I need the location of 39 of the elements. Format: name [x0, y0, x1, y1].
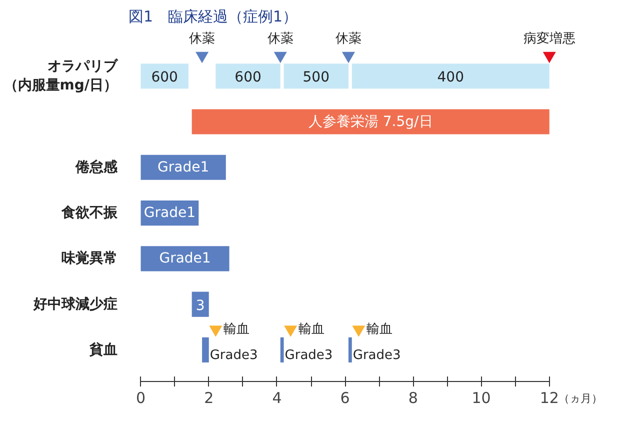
- data-label: 病変増悪: [523, 30, 576, 47]
- annotation: Grade1: [144, 205, 196, 222]
- y-tick-label: 倦怠感: [74, 158, 118, 176]
- y-tick-label: 味覚異常: [62, 250, 118, 267]
- y-tick-label: 好中球減少症: [32, 295, 118, 312]
- x-tick-label: 10: [472, 388, 491, 407]
- y-tick-label: 食欲不振: [60, 205, 118, 222]
- annotation: 500: [302, 70, 330, 86]
- y-tick-label: 貧血: [88, 342, 118, 358]
- x-tick-label: 8: [408, 388, 418, 407]
- x-axis-title: （ヵ月）: [558, 392, 602, 405]
- bar: [202, 337, 209, 362]
- annotation: 3: [196, 298, 205, 314]
- data-label: 輸血: [224, 322, 250, 337]
- data-label: 休薬: [189, 32, 216, 47]
- x-tick-label: 2: [204, 388, 214, 407]
- x-tick-label: 4: [272, 388, 282, 407]
- annotation: Grade1: [158, 159, 210, 176]
- annotation: Grade3: [210, 348, 258, 363]
- annotation: Grade1: [159, 250, 211, 267]
- annotation: 人参養栄湯 7.5g/日: [308, 114, 433, 130]
- data-label: 輸血: [298, 322, 325, 337]
- y-tick-label: オラパリブ（内服量mg/日）: [4, 58, 118, 94]
- bar: [140, 246, 230, 272]
- data-label: 休薬: [335, 32, 362, 47]
- data-label: 輸血: [366, 322, 393, 337]
- chart-title: 図1 臨床経過（症例1）: [128, 8, 298, 26]
- bar: [192, 292, 209, 317]
- x-tick-label: 0: [136, 388, 146, 407]
- annotation: 400: [437, 70, 464, 86]
- annotation: 600: [234, 70, 262, 86]
- bar: [192, 109, 550, 134]
- bar: [352, 64, 550, 89]
- annotation: 600: [151, 70, 178, 86]
- annotation: Grade3: [352, 348, 401, 363]
- x-tick-label: 12: [540, 388, 559, 407]
- annotation: Grade3: [284, 348, 333, 363]
- data-label: 休薬: [267, 32, 294, 47]
- x-tick-label: 6: [340, 388, 350, 407]
